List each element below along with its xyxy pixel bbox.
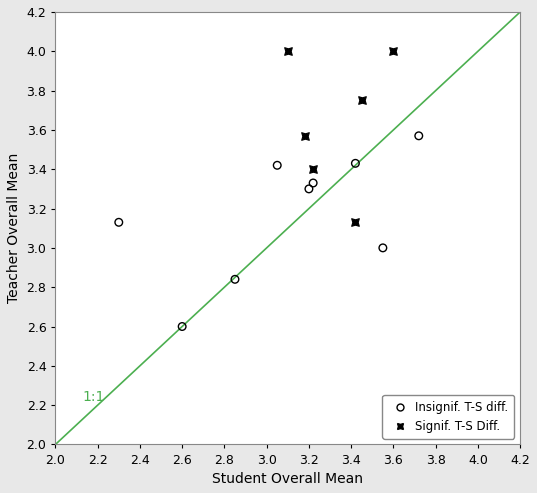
- Point: [273, 161, 281, 169]
- Point: [389, 47, 398, 55]
- Point: [178, 322, 186, 330]
- Point: [309, 179, 317, 187]
- Point: [351, 218, 360, 226]
- Point: [114, 218, 123, 226]
- Legend: Insignif. T-S diff., Signif. T-S Diff.: Insignif. T-S diff., Signif. T-S Diff.: [382, 395, 514, 439]
- Y-axis label: Teacher Overall Mean: Teacher Overall Mean: [7, 153, 21, 303]
- Point: [309, 165, 317, 173]
- Point: [300, 132, 309, 140]
- Point: [358, 97, 366, 105]
- Point: [379, 244, 387, 252]
- Point: [304, 185, 313, 193]
- Point: [415, 132, 423, 140]
- Point: [231, 276, 240, 283]
- Point: [284, 47, 292, 55]
- Point: [351, 159, 360, 167]
- X-axis label: Student Overall Mean: Student Overall Mean: [212, 472, 364, 486]
- Text: 1:1: 1:1: [83, 390, 105, 404]
